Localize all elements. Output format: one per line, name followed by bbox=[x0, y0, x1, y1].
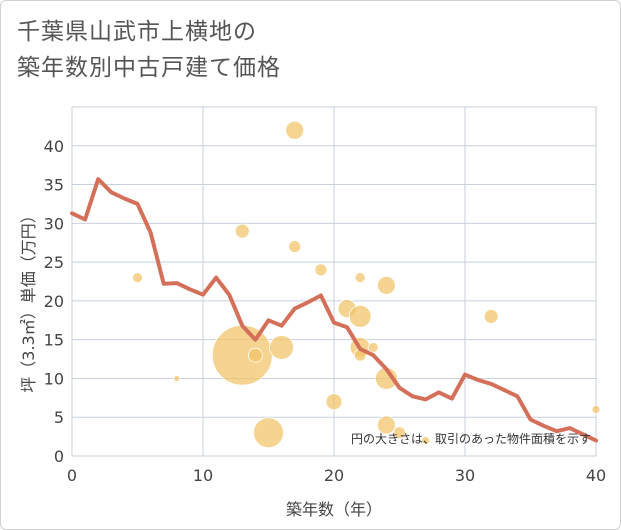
bubble bbox=[247, 347, 263, 363]
grid-lines bbox=[72, 107, 596, 456]
bubble bbox=[132, 272, 143, 284]
y-tick-label: 20 bbox=[44, 292, 64, 311]
bubble bbox=[314, 263, 328, 277]
y-tick-label: 15 bbox=[44, 331, 64, 350]
y-tick-label: 40 bbox=[44, 137, 64, 156]
x-tick-label: 10 bbox=[193, 466, 213, 485]
tick-labels: 0 5 10 15 20 25 30 35 40 0 10 20 30 40 bbox=[44, 137, 607, 485]
bubble bbox=[234, 223, 250, 239]
trend-line-layer bbox=[70, 177, 598, 443]
y-tick-label: 35 bbox=[44, 176, 64, 195]
bubble bbox=[393, 426, 406, 440]
bubble bbox=[367, 342, 379, 353]
bubble bbox=[376, 415, 396, 435]
bubble bbox=[269, 335, 295, 360]
bubble-size-note: 円の大きさは、取引のあった物件面積を示す bbox=[351, 431, 591, 446]
y-tick-label: 0 bbox=[54, 447, 64, 466]
x-tick-label: 30 bbox=[455, 466, 475, 485]
chart-title-line-2: 築年数別中古戸建て価格 bbox=[17, 55, 281, 81]
bubble bbox=[483, 308, 499, 324]
bubble bbox=[211, 324, 273, 386]
bubble bbox=[173, 375, 181, 382]
bubble bbox=[325, 393, 343, 411]
y-tick-label: 25 bbox=[44, 253, 64, 272]
x-tick-label: 40 bbox=[586, 466, 606, 485]
trend-line bbox=[70, 177, 598, 443]
chart-title-line-1: 千葉県山武市上横地の bbox=[17, 19, 257, 45]
x-axis-title: 築年数（年） bbox=[286, 500, 382, 519]
bubble bbox=[253, 417, 284, 449]
y-axis-title: 坪（3.3㎡）単価（万円） bbox=[19, 207, 38, 392]
y-tick-label: 30 bbox=[44, 214, 64, 233]
x-tick-label: 0 bbox=[67, 466, 77, 485]
bubble bbox=[285, 120, 305, 140]
x-tick-label: 20 bbox=[324, 466, 344, 485]
bubble bbox=[591, 405, 601, 414]
chart-title: 千葉県山武市上横地の 築年数別中古戸建て価格 bbox=[17, 14, 281, 86]
y-tick-label: 5 bbox=[54, 408, 64, 427]
bubble bbox=[288, 240, 302, 254]
bubble bbox=[348, 304, 372, 328]
y-tick-label: 10 bbox=[44, 369, 64, 388]
bubble bbox=[354, 272, 366, 284]
bubble bbox=[421, 436, 431, 445]
bubble bbox=[376, 275, 396, 295]
